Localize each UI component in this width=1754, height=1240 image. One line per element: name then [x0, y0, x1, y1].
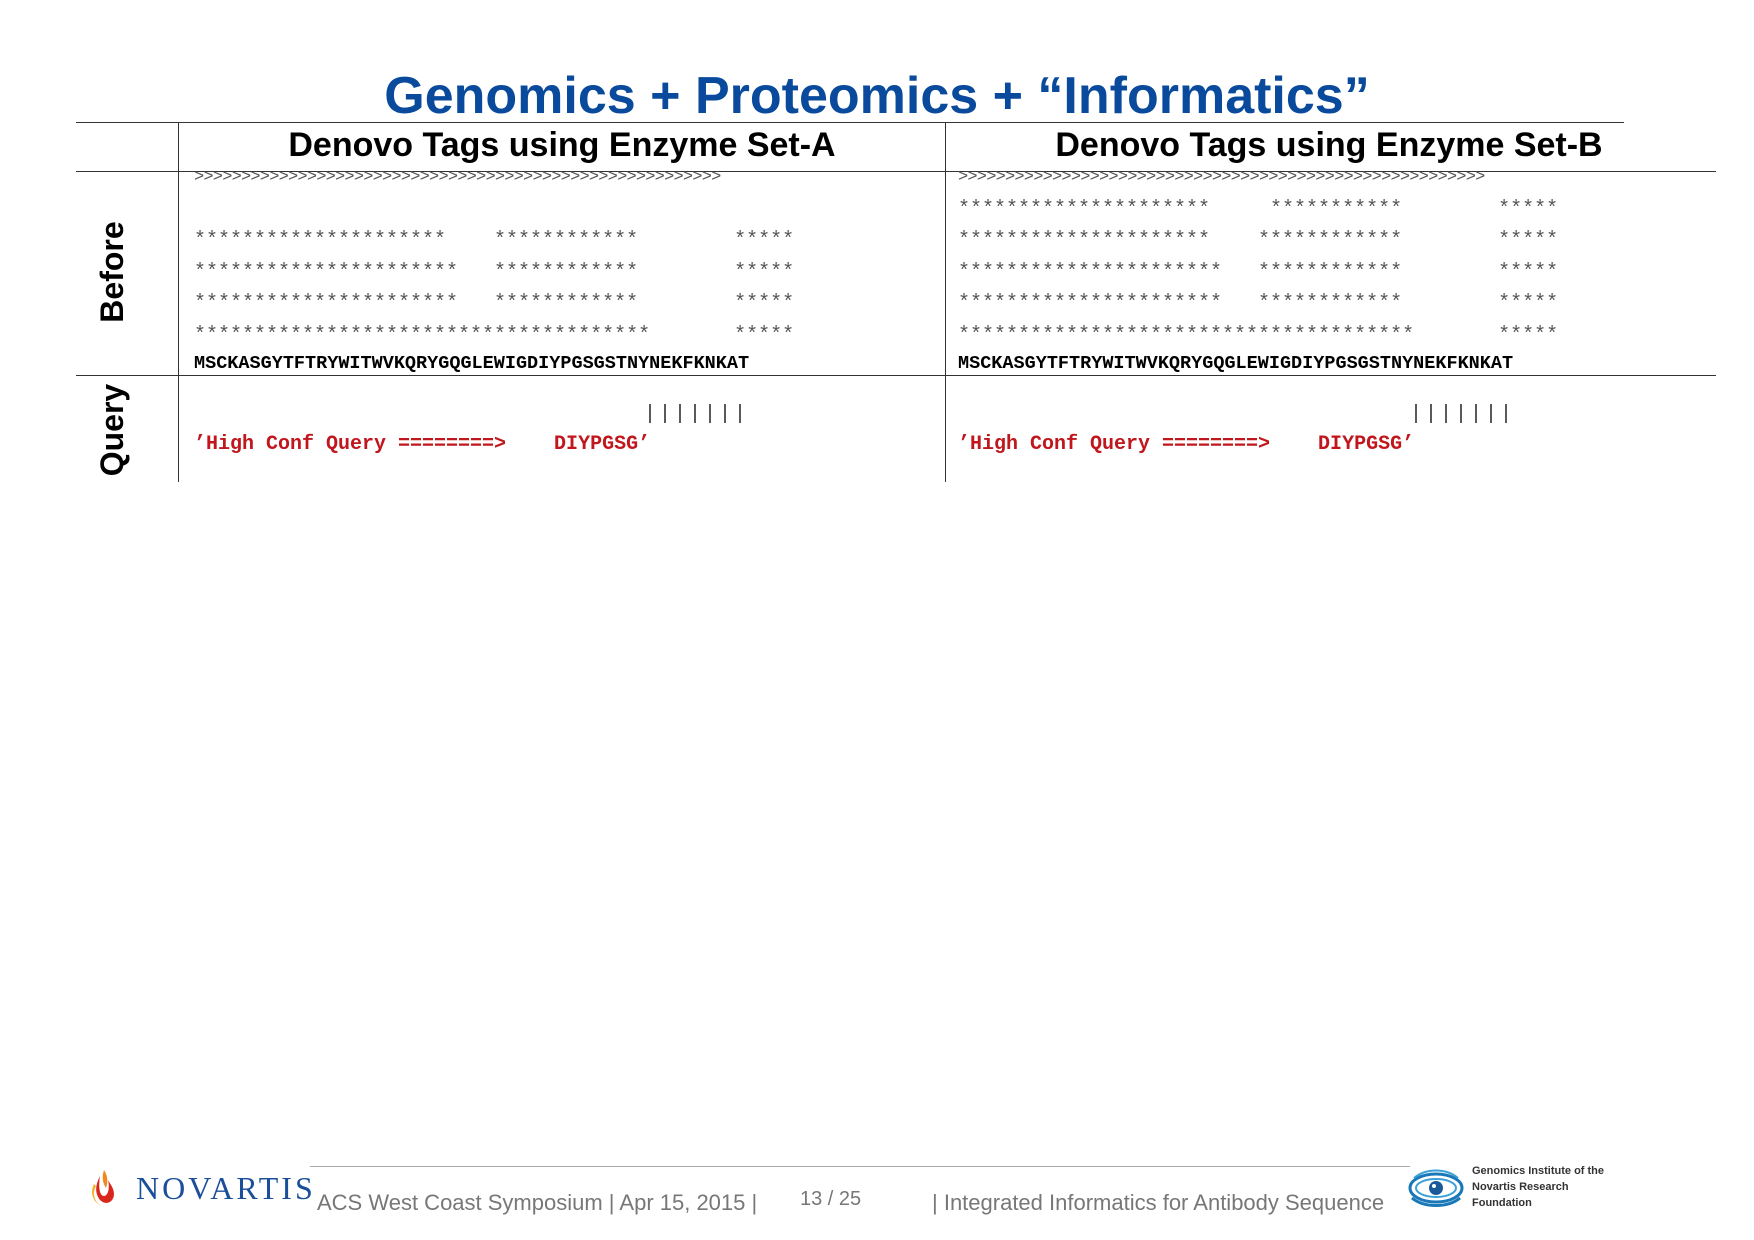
- set-a-sequence: MSCKASGYTFTRYWITWVKQRYGQGLEWIGDIYPGSGSTN…: [194, 353, 750, 374]
- column-header-set-b: Denovo Tags using Enzyme Set-B: [1055, 126, 1603, 164]
- set-a-line-6: ************************************** *…: [194, 324, 795, 347]
- gnf-line-3: Foundation: [1472, 1197, 1532, 1209]
- set-a-match-bars: |||||||: [644, 403, 750, 426]
- set-b-line-6: ************************************** *…: [958, 324, 1559, 347]
- novartis-flame-icon: [92, 1170, 114, 1206]
- table-middle-divider: [945, 122, 946, 482]
- set-b-line-5: ********************** ************ ****…: [958, 292, 1559, 315]
- gnf-line-2: Novartis Research: [1472, 1181, 1569, 1193]
- set-a-query: ’High Conf Query ========> DIYPGSG’: [194, 433, 651, 456]
- set-b-line-1: >>>>>>>>>>>>>>>>>>>>>>>>>>>>>>>>>>>>>>>>…: [958, 168, 1485, 187]
- slide-title: Genomics + Proteomics + “Informatics”: [384, 67, 1370, 125]
- table-left-divider: [178, 122, 179, 482]
- table-row-divider: [76, 375, 1716, 376]
- set-b-line-2: ********************* *********** *****: [958, 198, 1559, 221]
- table-header-rule: [76, 171, 1716, 172]
- column-header-set-a: Denovo Tags using Enzyme Set-A: [288, 126, 836, 164]
- set-a-line-1: >>>>>>>>>>>>>>>>>>>>>>>>>>>>>>>>>>>>>>>>…: [194, 168, 721, 187]
- footer-event: ACS West Coast Symposium | Apr 15, 2015 …: [317, 1190, 758, 1215]
- gnf-line-1: Genomics Institute of the: [1472, 1165, 1605, 1177]
- row-label-query: Query: [94, 383, 130, 477]
- set-b-sequence: MSCKASGYTFTRYWITWVKQRYGQGLEWIGDIYPGSGSTN…: [958, 353, 1514, 374]
- table-top-rule: [76, 122, 1624, 123]
- set-a-line-5: ********************** ************ ****…: [194, 292, 795, 315]
- gnf-logo: Genomics Institute of the Novartis Resea…: [1408, 1160, 1628, 1216]
- set-b-query: ’High Conf Query ========> DIYPGSG’: [958, 433, 1415, 456]
- set-b-line-4: ********************** ************ ****…: [958, 261, 1559, 284]
- footer-page-number: 13 / 25: [800, 1188, 862, 1210]
- footer-rule: [310, 1166, 1410, 1167]
- row-label-before: Before: [94, 221, 130, 323]
- footer-topic: | Integrated Informatics for Antibody Se…: [932, 1190, 1385, 1215]
- set-b-line-3: ********************* ************ *****: [958, 229, 1559, 252]
- set-b-match-bars: |||||||: [1410, 403, 1516, 426]
- gnf-eye-icon: [1408, 1169, 1464, 1207]
- novartis-logo: NOVARTIS: [86, 1166, 313, 1210]
- set-a-line-4: ********************** ************ ****…: [194, 261, 795, 284]
- set-a-line-3: ********************* ************ *****: [194, 229, 795, 252]
- novartis-wordmark: NOVARTIS: [136, 1170, 316, 1206]
